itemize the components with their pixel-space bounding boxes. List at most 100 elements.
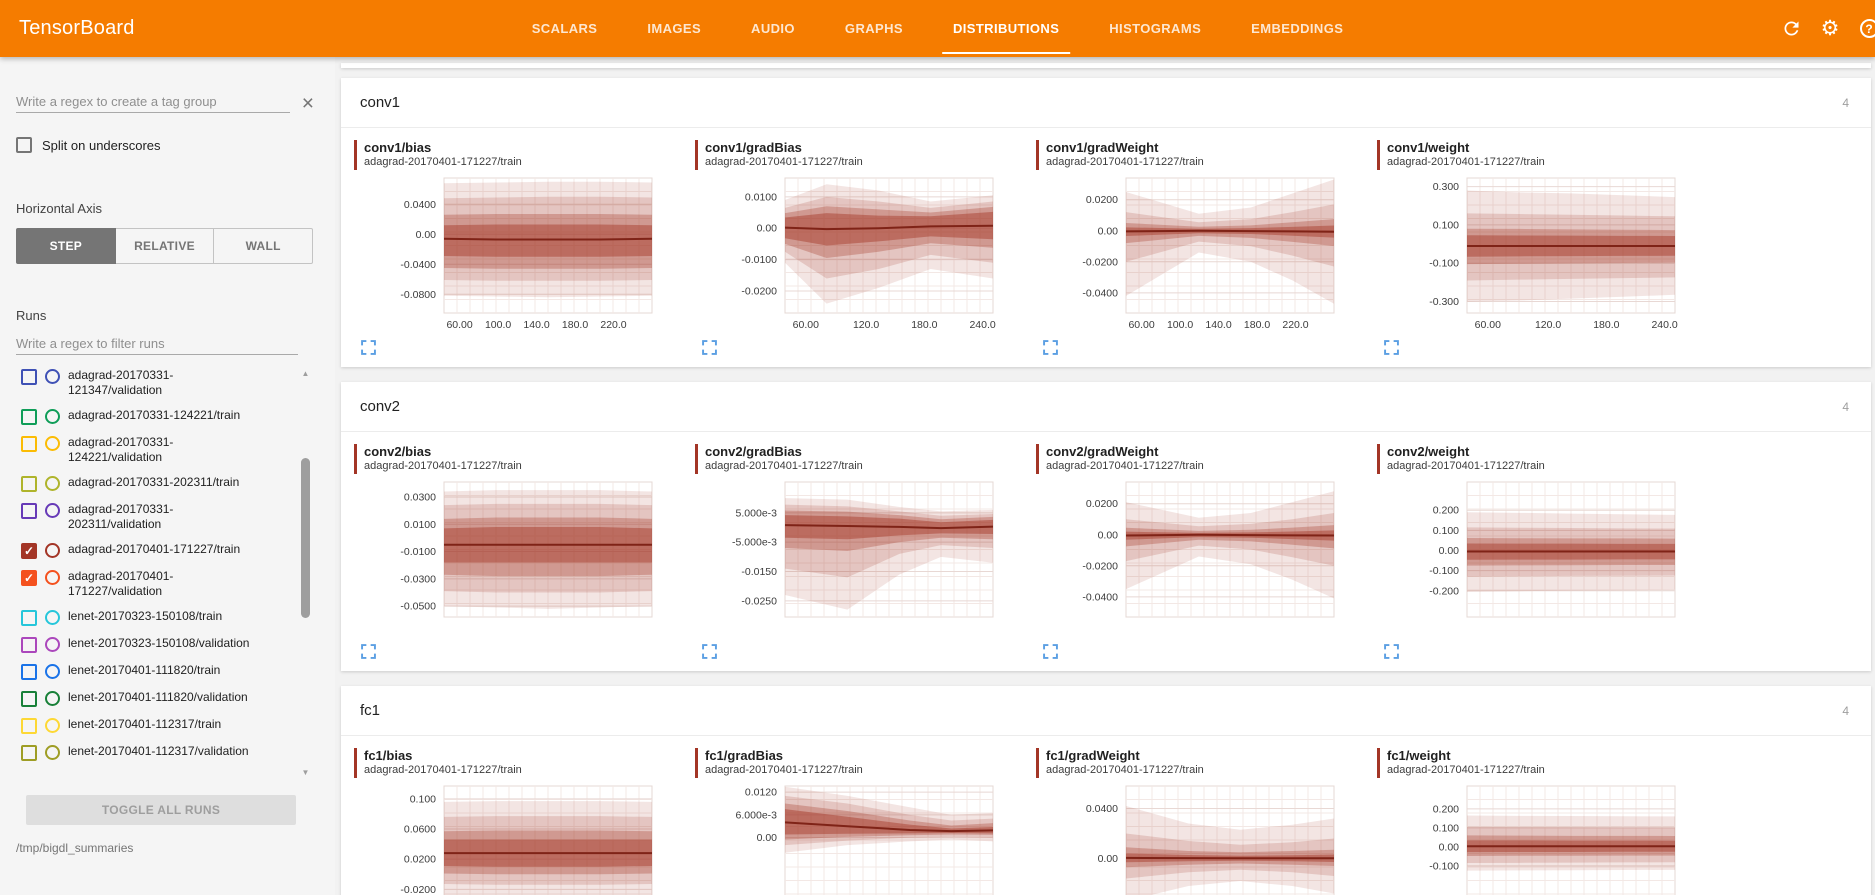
distribution-plot[interactable]: 0.0400 0.00 -0.0400 -0.0800 60.00 100.0 140.0 1…: [354, 174, 674, 332]
run-item[interactable]: lenet-20170401-112317/validation: [16, 739, 295, 766]
tab-embeddings[interactable]: EMBEDDINGS: [1251, 21, 1344, 36]
run-solo-radio[interactable]: [45, 637, 60, 652]
distribution-chart: conv2/weight adagrad-20170401-171227/trai…: [1377, 444, 1718, 659]
section-header[interactable]: conv2 4: [341, 382, 1871, 432]
run-solo-radio[interactable]: [45, 664, 60, 679]
section-fc1: fc1 4 fc1/bias adagrad-20170401-171227/trai…: [341, 686, 1871, 895]
distribution-plot[interactable]: 0.0100 0.00 -0.0100 -0.0200 60.00 120.0 180.0 2…: [695, 174, 1015, 332]
run-label: adagrad-20170331-202311/validation: [68, 502, 174, 531]
run-checkbox[interactable]: [21, 745, 37, 761]
refresh-icon[interactable]: [1780, 18, 1802, 40]
section-header[interactable]: fc1 4: [341, 686, 1871, 736]
tab-images[interactable]: IMAGES: [647, 21, 702, 36]
run-checkbox[interactable]: [21, 476, 37, 492]
run-item[interactable]: adagrad-20170331-121347/validation: [16, 363, 295, 403]
run-solo-radio[interactable]: [45, 691, 60, 706]
run-checkbox[interactable]: [21, 637, 37, 653]
run-item[interactable]: adagrad-20170331-202311/validation: [16, 497, 295, 537]
expand-chart-button[interactable]: [1043, 644, 1058, 659]
distribution-plot[interactable]: 0.0300 0.0100 -0.0100 -0.0300 -0.0500: [354, 478, 674, 636]
run-checkbox[interactable]: ✓: [21, 543, 37, 559]
run-checkbox[interactable]: [21, 409, 37, 425]
run-checkbox[interactable]: [21, 718, 37, 734]
svg-text:0.100: 0.100: [1433, 219, 1459, 231]
close-icon[interactable]: ×: [301, 92, 314, 115]
axis-step-button[interactable]: STEP: [16, 228, 116, 264]
section-chart-count: 4: [1842, 399, 1849, 414]
distribution-plot[interactable]: 0.100 0.0600 0.0200 -0.0200: [354, 782, 674, 895]
run-solo-radio[interactable]: [45, 503, 60, 518]
scrollbar-thumb[interactable]: [301, 458, 310, 618]
expand-chart-button[interactable]: [702, 644, 717, 659]
run-solo-radio[interactable]: [45, 476, 60, 491]
run-solo-radio[interactable]: [45, 745, 60, 760]
tab-graphs[interactable]: GRAPHS: [844, 21, 903, 36]
tab-histograms[interactable]: HISTOGRAMS: [1109, 21, 1202, 36]
help-icon[interactable]: ?: [1858, 18, 1875, 40]
expand-chart-button[interactable]: [1384, 644, 1399, 659]
svg-text:0.00: 0.00: [416, 229, 437, 241]
distribution-plot[interactable]: 0.0200 0.00 -0.0200 -0.0400 60.00 100.0 140.0 1…: [1036, 174, 1356, 332]
run-solo-radio[interactable]: [45, 369, 60, 384]
run-list-scrollbar[interactable]: ▲ ▼: [298, 363, 313, 783]
run-checkbox[interactable]: [21, 610, 37, 626]
checkbox-box[interactable]: [16, 137, 32, 153]
chart-run-label: adagrad-20170401-171227/train: [1046, 764, 1204, 776]
run-checkbox[interactable]: [21, 503, 37, 519]
run-solo-radio[interactable]: [45, 570, 60, 585]
run-item[interactable]: lenet-20170323-150108/train: [16, 604, 295, 631]
distribution-chart: fc1/gradBias adagrad-20170401-171227/trai…: [695, 748, 1036, 895]
run-item[interactable]: ✓ adagrad-20170401-171227/train: [16, 537, 295, 564]
section-chart-count: 4: [1842, 703, 1849, 718]
run-item[interactable]: adagrad-20170331-202311/train: [16, 470, 295, 497]
charts-row: conv1/bias adagrad-20170401-171227/train 0…: [341, 128, 1871, 367]
run-item[interactable]: lenet-20170401-111820/train: [16, 658, 295, 685]
svg-text:140.0: 140.0: [1205, 319, 1231, 331]
distribution-plot[interactable]: 0.300 0.100 -0.100 -0.300 60.00 120.0 180.0 240…: [1377, 174, 1697, 332]
run-checkbox[interactable]: [21, 436, 37, 452]
distribution-plot[interactable]: 0.200 0.100 0.00 -0.100 -0.200: [1377, 478, 1697, 636]
expand-chart-button[interactable]: [702, 340, 717, 355]
run-checkbox[interactable]: ✓: [21, 570, 37, 586]
split-underscores-checkbox[interactable]: Split on underscores: [16, 137, 335, 153]
run-item[interactable]: adagrad-20170331-124221/train: [16, 403, 295, 430]
chart-title: conv2/gradBias: [705, 444, 802, 459]
tab-audio[interactable]: AUDIO: [751, 21, 795, 36]
svg-text:180.0: 180.0: [1244, 319, 1270, 331]
run-solo-radio[interactable]: [45, 436, 60, 451]
distribution-plot[interactable]: 5.000e-3 -5.000e-3 -0.0150 -0.0250: [695, 478, 1015, 636]
distribution-plot[interactable]: 0.0120 6.000e-3 0.00: [695, 782, 1015, 895]
run-checkbox[interactable]: [21, 664, 37, 680]
run-item[interactable]: lenet-20170323-150108/validation: [16, 631, 295, 658]
run-item[interactable]: lenet-20170401-111820/validation: [16, 685, 295, 712]
axis-wall-button[interactable]: WALL: [214, 228, 314, 264]
scroll-down-icon[interactable]: ▼: [301, 768, 310, 777]
distribution-plot[interactable]: 0.0200 0.00 -0.0200 -0.0400: [1036, 478, 1356, 636]
tab-scalars[interactable]: SCALARS: [531, 21, 598, 36]
scroll-up-icon[interactable]: ▲: [301, 369, 310, 378]
distribution-plot[interactable]: 0.200 0.100 0.00 -0.100: [1377, 782, 1697, 895]
run-checkbox[interactable]: [21, 369, 37, 385]
svg-text:0.0400: 0.0400: [404, 199, 436, 211]
runs-filter-input[interactable]: [16, 333, 298, 355]
run-solo-radio[interactable]: [45, 718, 60, 733]
run-item[interactable]: adagrad-20170331-124221/validation: [16, 430, 295, 470]
run-solo-radio[interactable]: [45, 409, 60, 424]
tag-regex-input[interactable]: [16, 91, 290, 113]
run-checkbox[interactable]: [21, 691, 37, 707]
expand-chart-button[interactable]: [1043, 340, 1058, 355]
run-item[interactable]: lenet-20170401-112317/train: [16, 712, 295, 739]
run-solo-radio[interactable]: [45, 543, 60, 558]
axis-relative-button[interactable]: RELATIVE: [115, 228, 215, 264]
tab-distributions[interactable]: DISTRIBUTIONS: [928, 0, 1084, 57]
run-solo-radio[interactable]: [45, 610, 60, 625]
settings-gear-icon[interactable]: ⚙: [1820, 17, 1840, 40]
run-item[interactable]: ✓ adagrad-20170401-171227/validation: [16, 564, 295, 604]
run-color-bar: [354, 748, 357, 778]
toggle-all-runs-button[interactable]: TOGGLE ALL RUNS: [26, 795, 296, 825]
section-header[interactable]: conv1 4: [341, 78, 1871, 128]
expand-chart-button[interactable]: [361, 340, 376, 355]
expand-chart-button[interactable]: [361, 644, 376, 659]
expand-chart-button[interactable]: [1384, 340, 1399, 355]
